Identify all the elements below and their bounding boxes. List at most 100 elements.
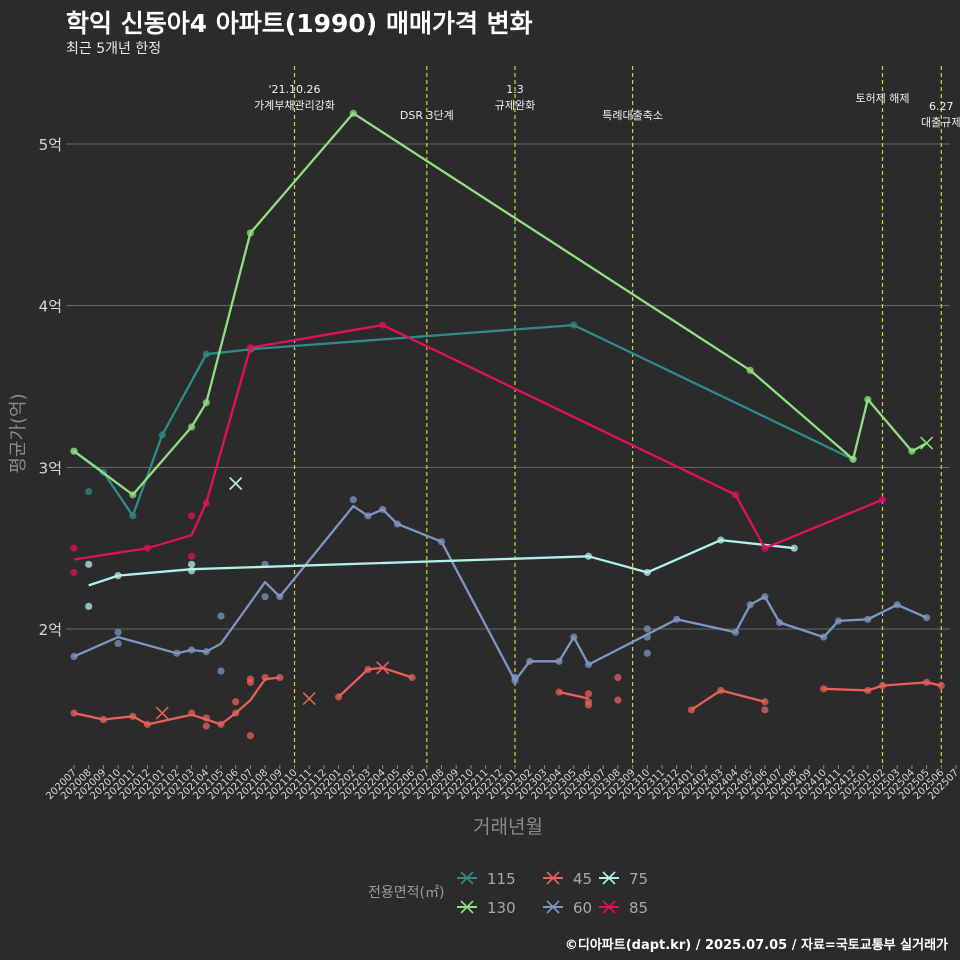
legend: 전용면적(㎡) 115 130 45 60 75 85	[368, 870, 648, 917]
series-85	[70, 321, 887, 577]
data-point-115	[85, 487, 93, 496]
data-point-45	[335, 693, 343, 701]
data-point-45	[143, 720, 152, 728]
data-point-60	[776, 618, 784, 627]
data-point-45	[246, 732, 254, 740]
chart-caption: ©디아파트(dapt.kr) / 2025.07.05 / 자료=국토교통부 실…	[564, 938, 948, 953]
data-point-130	[746, 366, 754, 374]
data-point-45	[202, 714, 210, 722]
data-point-60	[393, 520, 401, 528]
data-point-45	[555, 688, 563, 696]
data-point-60	[643, 625, 651, 633]
data-point-60	[673, 615, 681, 623]
data-point-75	[790, 544, 798, 552]
series-layer	[70, 109, 945, 740]
chart-title: 학익 신동아4 아파트(1990) 매매가격 변화	[66, 9, 533, 38]
data-point-85	[70, 544, 78, 552]
data-point-85	[188, 552, 196, 560]
legend-key-cross	[602, 871, 616, 885]
data-point-60	[349, 496, 357, 504]
data-point-60	[893, 601, 901, 609]
data-point-75	[717, 536, 725, 544]
data-point-60	[70, 652, 78, 661]
data-point-60	[276, 593, 284, 601]
data-point-115	[129, 512, 137, 520]
data-point-45	[261, 673, 269, 682]
data-point-60	[114, 628, 122, 636]
data-point-60	[261, 593, 269, 601]
y-tick-label: 4억	[39, 298, 62, 316]
event-label: 토허제 해제	[855, 91, 909, 105]
y-axis-label: 평균가(억)	[8, 393, 29, 473]
series-130	[70, 109, 934, 499]
legend-item-60: 60	[543, 899, 592, 917]
legend-item-130: 130	[457, 899, 516, 917]
data-point-60	[511, 677, 519, 685]
data-point-cross-75	[229, 476, 243, 491]
data-point-45	[188, 709, 196, 717]
data-point-130	[246, 229, 254, 237]
event-label: 대출규제	[921, 116, 960, 129]
event-label: 규제완화	[495, 99, 535, 112]
data-point-130	[129, 491, 137, 499]
legend-key-cross	[460, 871, 474, 885]
data-point-85	[761, 544, 769, 552]
legend-key-cross	[602, 900, 616, 914]
series-60	[70, 496, 931, 685]
data-point-45	[614, 673, 622, 682]
data-point-115	[570, 321, 578, 329]
data-point-45	[246, 678, 254, 686]
series-line-45	[337, 666, 413, 698]
legend-item-85: 85	[599, 899, 648, 917]
data-point-60	[746, 601, 754, 609]
y-tick-label: 3억	[39, 459, 62, 477]
data-point-45	[99, 715, 107, 724]
data-point-85	[188, 512, 196, 520]
event-label: 가계부채관리강화	[254, 99, 335, 112]
legend-key-cross	[546, 871, 560, 885]
legend-item-115: 115	[457, 870, 516, 888]
event-label: DSR 3단계	[400, 109, 454, 122]
legend-key-cross	[546, 900, 560, 914]
data-point-45	[761, 698, 769, 706]
data-point-85	[878, 496, 887, 504]
data-point-45	[717, 686, 725, 695]
data-point-60	[202, 648, 210, 656]
data-point-60	[643, 633, 651, 641]
data-point-45	[364, 665, 372, 674]
data-point-60	[761, 593, 769, 601]
data-point-60	[643, 649, 651, 657]
data-point-75	[188, 560, 196, 568]
series-75	[85, 476, 798, 610]
legend-label: 130	[487, 899, 516, 917]
data-point-85	[379, 321, 387, 329]
data-point-45	[70, 709, 78, 717]
data-point-60	[834, 617, 843, 625]
data-point-60	[555, 657, 563, 665]
data-point-45	[937, 681, 945, 690]
series-line-45	[690, 689, 766, 711]
event-label: '21.10.26	[268, 83, 320, 96]
data-point-130	[70, 447, 78, 455]
data-point-60	[217, 612, 225, 620]
y-tick-label: 5억	[39, 136, 62, 154]
data-point-45	[761, 706, 769, 714]
legend-label: 45	[573, 870, 592, 888]
series-line-45	[558, 690, 589, 700]
data-point-60	[570, 633, 578, 641]
legend-label: 115	[487, 870, 516, 888]
data-point-85	[731, 491, 740, 499]
data-point-60	[923, 614, 931, 622]
legend-label: 60	[573, 899, 592, 917]
data-point-45	[232, 709, 240, 717]
gridlines: 2억 3억 4억 5억	[39, 136, 950, 639]
data-point-cross-45	[155, 706, 169, 720]
data-point-45	[232, 698, 240, 706]
data-point-115	[202, 350, 210, 358]
data-point-45	[923, 678, 931, 686]
data-point-45	[584, 690, 593, 698]
legend-label: 85	[629, 899, 648, 917]
chart-subtitle: 최근 5개년 한정	[66, 41, 162, 57]
